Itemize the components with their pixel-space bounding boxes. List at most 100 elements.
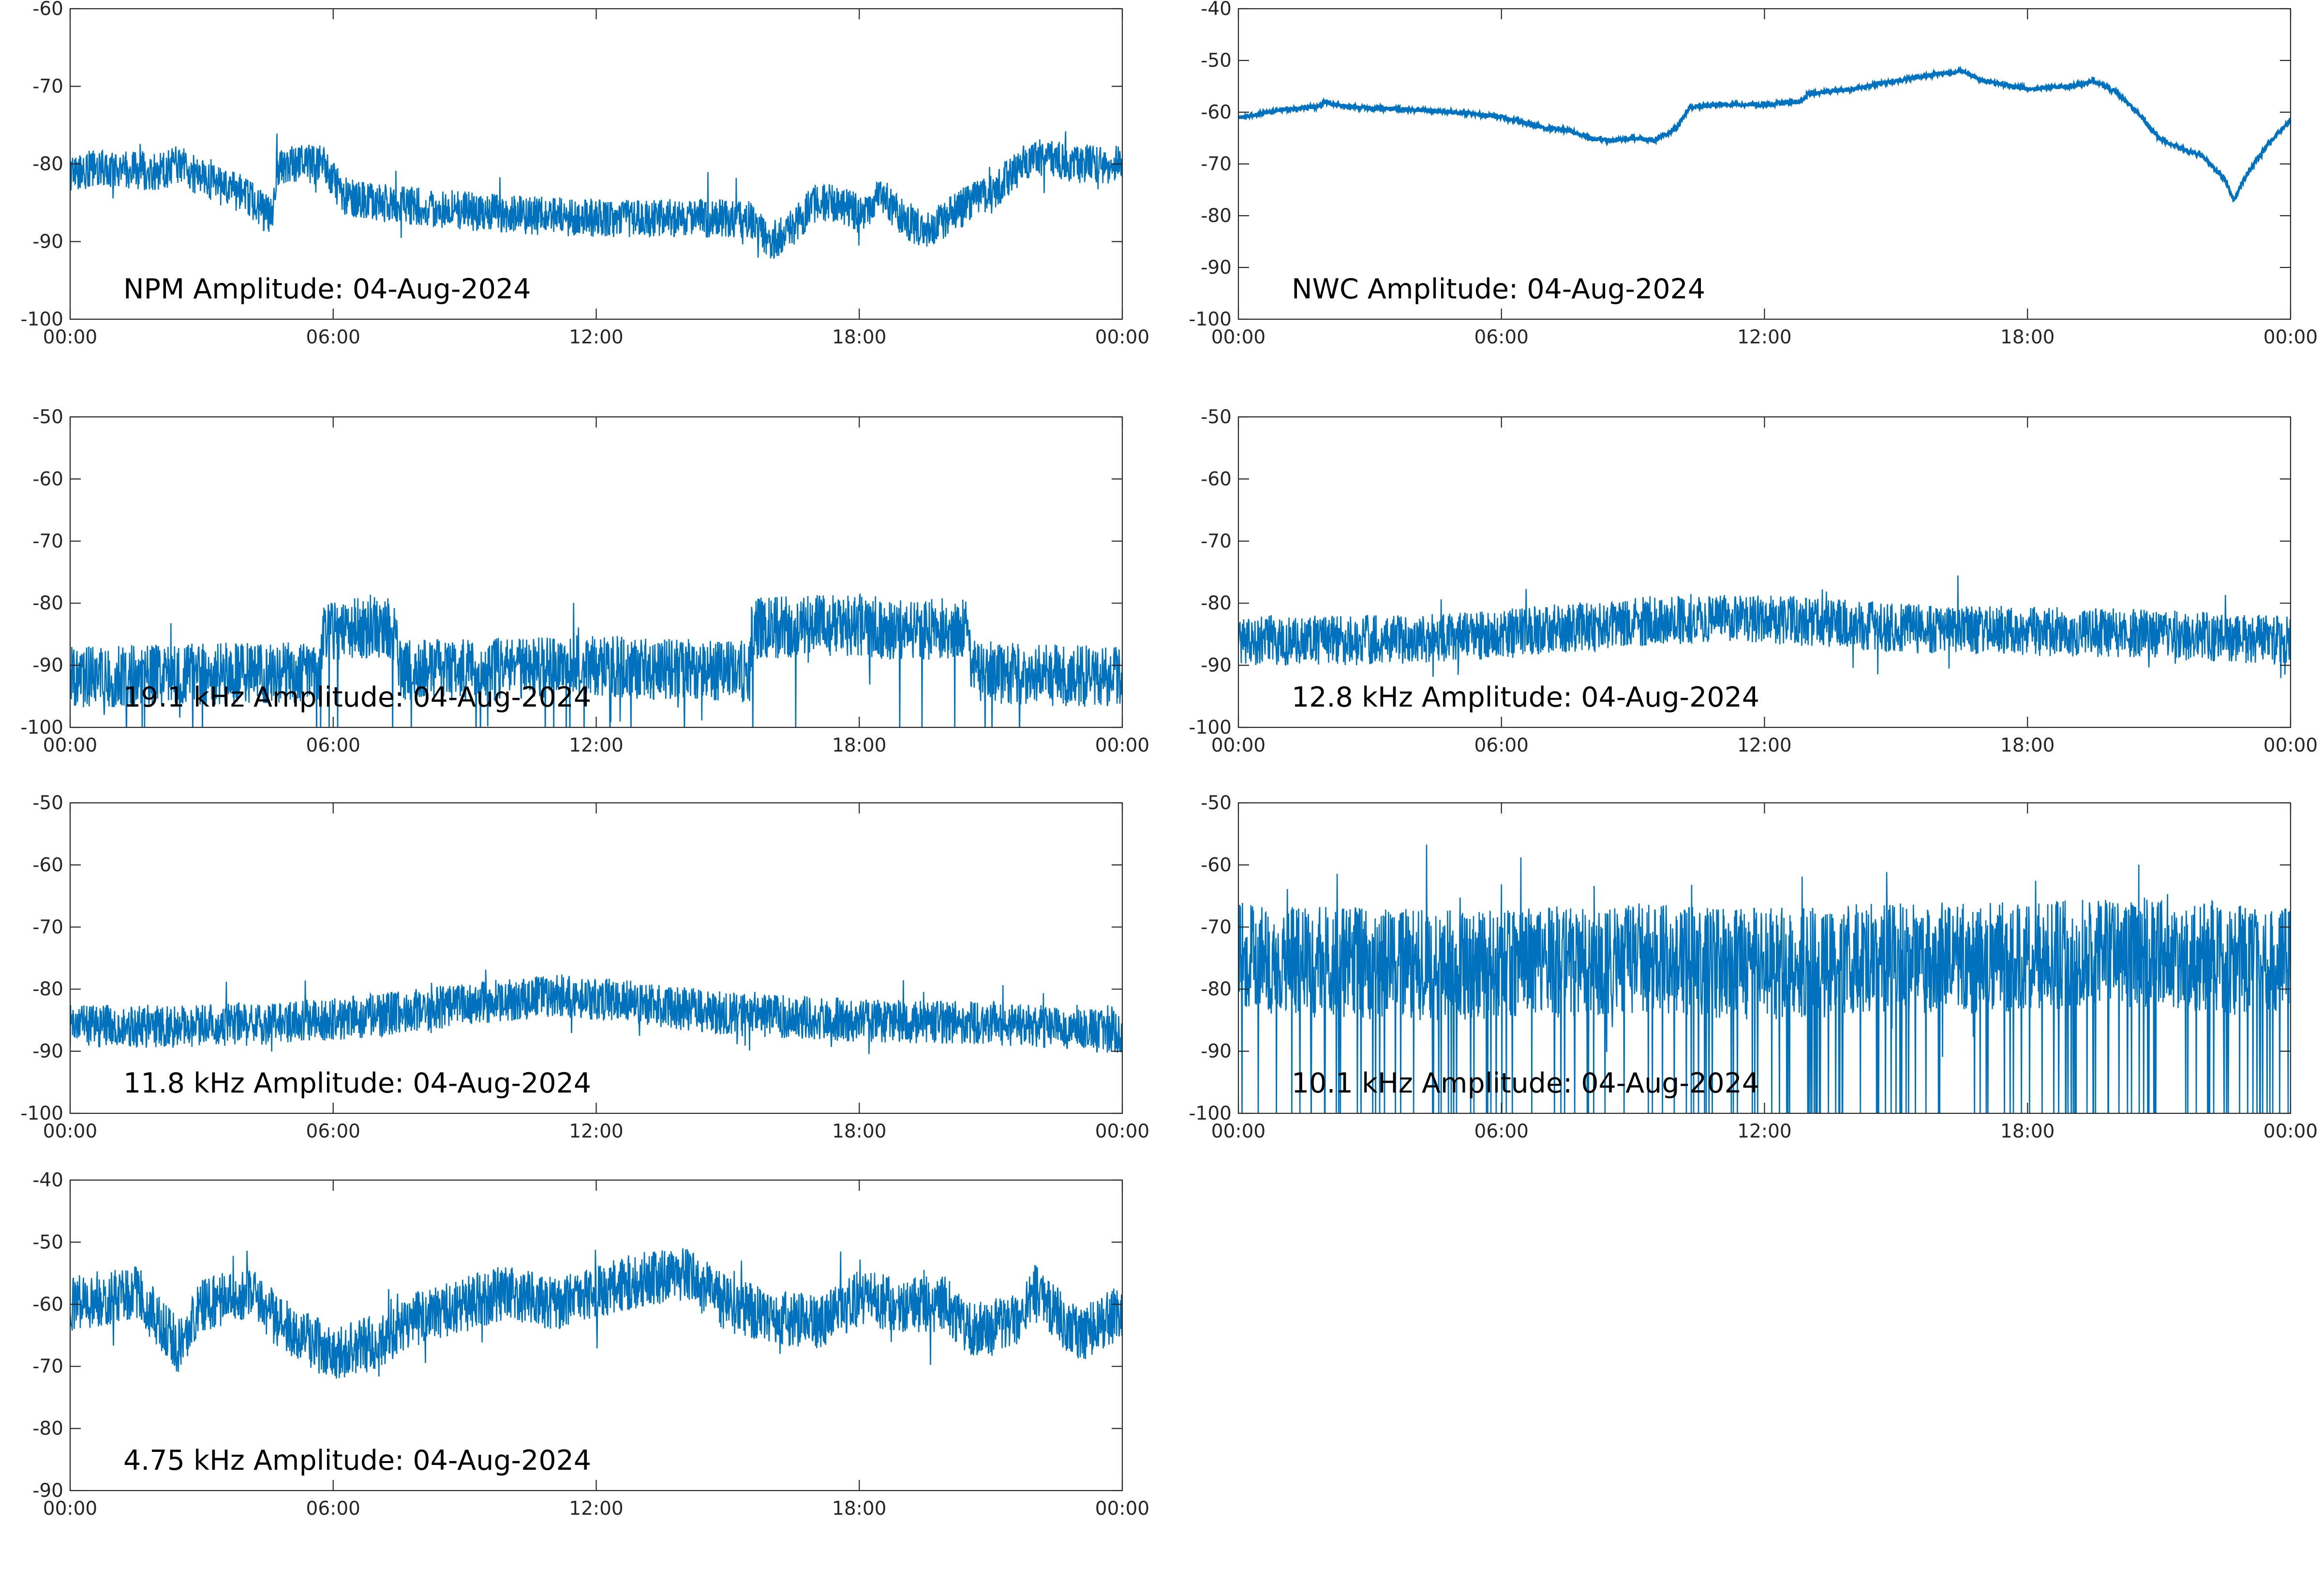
y-tick-label: -60 bbox=[32, 854, 63, 876]
x-tick-label: 18:00 bbox=[2000, 1121, 2054, 1142]
x-tick-label: 00:00 bbox=[1095, 1498, 1149, 1520]
y-tick-label: -50 bbox=[32, 406, 63, 428]
amplitude-trace bbox=[70, 131, 1122, 259]
amplitude-trace bbox=[1238, 65, 2291, 203]
y-tick-label: -70 bbox=[32, 1356, 63, 1377]
plot-axes-box bbox=[1237, 8, 2292, 320]
y-tick-label: -70 bbox=[32, 531, 63, 552]
x-tick-label: 18:00 bbox=[832, 326, 886, 348]
y-tick-label: -60 bbox=[1201, 468, 1232, 490]
x-tick-label: 18:00 bbox=[832, 1498, 886, 1520]
y-tick-label: -50 bbox=[32, 792, 63, 814]
x-tick-label: 06:00 bbox=[1474, 735, 1529, 756]
y-tick-label: -60 bbox=[32, 1294, 63, 1315]
amplitude-panel-5: -100 -90 -80 -70 -60 -50 00:00 06:00 12:00 18:00 0… bbox=[20, 792, 1149, 1142]
amplitude-panel-1: -100 -90 -80 -70 -60 00:00 06:00 12:00 18:00 00:0… bbox=[20, 0, 1149, 348]
y-tick-label: -40 bbox=[1201, 0, 1232, 20]
y-tick-label: -90 bbox=[32, 1041, 63, 1063]
y-tick-label: -60 bbox=[1201, 854, 1232, 876]
y-tick-label: -90 bbox=[32, 231, 63, 253]
y-tick-label: -80 bbox=[1201, 978, 1232, 1000]
y-tick-label: -60 bbox=[32, 468, 63, 490]
y-tick-label: -70 bbox=[32, 916, 63, 938]
y-tick-label: -80 bbox=[32, 978, 63, 1000]
x-tick-label: 00:00 bbox=[1095, 326, 1149, 348]
plot-axes-box bbox=[69, 802, 1123, 1114]
x-tick-label: 00:00 bbox=[43, 735, 97, 756]
amplitude-panel-7: -90 -80 -70 -60 -50 -40 00:00 06:00 12:00 18:00 00… bbox=[32, 1169, 1149, 1520]
x-tick-label: 00:00 bbox=[2263, 735, 2318, 756]
panel-title: 4.75 kHz Amplitude: 04-Aug-2024 bbox=[123, 1445, 591, 1477]
x-tick-label: 18:00 bbox=[832, 735, 886, 756]
x-tick-label: 00:00 bbox=[1095, 1121, 1149, 1142]
x-tick-label: 00:00 bbox=[1095, 735, 1149, 756]
x-tick-label: 06:00 bbox=[1474, 326, 1529, 348]
x-tick-label: 00:00 bbox=[1211, 326, 1265, 348]
y-tick-label: -100 bbox=[1189, 309, 1232, 330]
y-tick-label: -60 bbox=[32, 0, 63, 20]
x-tick-label: 12:00 bbox=[569, 1121, 623, 1142]
x-tick-label: 06:00 bbox=[306, 1121, 360, 1142]
y-tick-label: -80 bbox=[32, 592, 63, 614]
amplitude-trace bbox=[70, 592, 1122, 727]
amplitude-panel-4: -100 -90 -80 -70 -60 -50 00:00 06:00 12:00 18:00 0… bbox=[1189, 406, 2318, 756]
amplitude-panel-2: -100 -90 -80 -70 -60 -50 -40 00:00 06:00 12:00 18:… bbox=[1189, 0, 2318, 348]
y-tick-label: -100 bbox=[1189, 1103, 1232, 1124]
y-tick-label: -80 bbox=[1201, 205, 1232, 227]
y-tick-label: -80 bbox=[32, 153, 63, 175]
x-tick-label: 18:00 bbox=[2000, 735, 2054, 756]
y-tick-label: -100 bbox=[1189, 717, 1232, 739]
x-tick-label: 18:00 bbox=[832, 1121, 886, 1142]
x-tick-label: 06:00 bbox=[1474, 1121, 1529, 1142]
x-tick-label: 18:00 bbox=[2000, 326, 2054, 348]
y-tick-label: -70 bbox=[1201, 153, 1232, 175]
y-tick-label: -80 bbox=[1201, 592, 1232, 614]
y-tick-label: -100 bbox=[20, 309, 63, 330]
x-tick-label: 00:00 bbox=[1211, 1121, 1265, 1142]
x-tick-label: 12:00 bbox=[569, 735, 623, 756]
y-tick-label: -70 bbox=[1201, 531, 1232, 552]
amplitude-trace bbox=[70, 970, 1122, 1054]
plot-axes-box bbox=[1237, 802, 2292, 1114]
x-tick-label: 00:00 bbox=[1211, 735, 1265, 756]
plot-axes-box bbox=[1237, 416, 2292, 728]
x-tick-label: 06:00 bbox=[306, 1498, 360, 1520]
y-tick-label: -100 bbox=[20, 717, 63, 739]
y-tick-label: -90 bbox=[1201, 655, 1232, 677]
x-tick-label: 00:00 bbox=[2263, 1121, 2318, 1142]
y-tick-label: -40 bbox=[32, 1169, 63, 1191]
amplitude-panel-3: -100 -90 -80 -70 -60 -50 00:00 06:00 12:00 18:00 0… bbox=[20, 406, 1149, 756]
y-tick-label: -50 bbox=[1201, 792, 1232, 814]
amplitude-trace bbox=[1238, 844, 2291, 1113]
panel-title: 19.1 kHz Amplitude: 04-Aug-2024 bbox=[123, 681, 591, 713]
x-tick-label: 12:00 bbox=[1737, 326, 1791, 348]
y-tick-label: -60 bbox=[1201, 102, 1232, 123]
x-tick-label: 12:00 bbox=[1737, 735, 1791, 756]
x-tick-label: 06:00 bbox=[306, 735, 360, 756]
plot-axes-box bbox=[69, 8, 1123, 320]
x-tick-label: 06:00 bbox=[306, 326, 360, 348]
x-tick-label: 00:00 bbox=[2263, 326, 2318, 348]
panel-title: NWC Amplitude: 04-Aug-2024 bbox=[1292, 273, 1705, 305]
x-tick-label: 12:00 bbox=[569, 1498, 623, 1520]
amplitude-trace bbox=[70, 1248, 1122, 1379]
panel-title: NPM Amplitude: 04-Aug-2024 bbox=[123, 273, 531, 305]
y-tick-label: -80 bbox=[32, 1418, 63, 1440]
panel-title: 10.1 kHz Amplitude: 04-Aug-2024 bbox=[1292, 1067, 1759, 1099]
x-tick-label: 00:00 bbox=[43, 1121, 97, 1142]
amplitude-trace bbox=[1238, 575, 2291, 679]
x-tick-label: 12:00 bbox=[569, 326, 623, 348]
y-tick-label: -50 bbox=[1201, 406, 1232, 428]
y-tick-label: -100 bbox=[20, 1103, 63, 1124]
x-tick-label: 12:00 bbox=[1737, 1121, 1791, 1142]
panel-title: 11.8 kHz Amplitude: 04-Aug-2024 bbox=[123, 1067, 591, 1099]
amplitude-panel-6: -100 -90 -80 -70 -60 -50 00:00 06:00 12:00 18:00 0… bbox=[1189, 792, 2318, 1142]
y-tick-label: -50 bbox=[32, 1231, 63, 1253]
y-tick-label: -90 bbox=[1201, 1041, 1232, 1063]
x-tick-label: 00:00 bbox=[43, 326, 97, 348]
x-tick-label: 00:00 bbox=[43, 1498, 97, 1520]
y-tick-label: -50 bbox=[1201, 50, 1232, 72]
y-tick-label: -70 bbox=[1201, 916, 1232, 938]
y-tick-label: -90 bbox=[32, 655, 63, 677]
